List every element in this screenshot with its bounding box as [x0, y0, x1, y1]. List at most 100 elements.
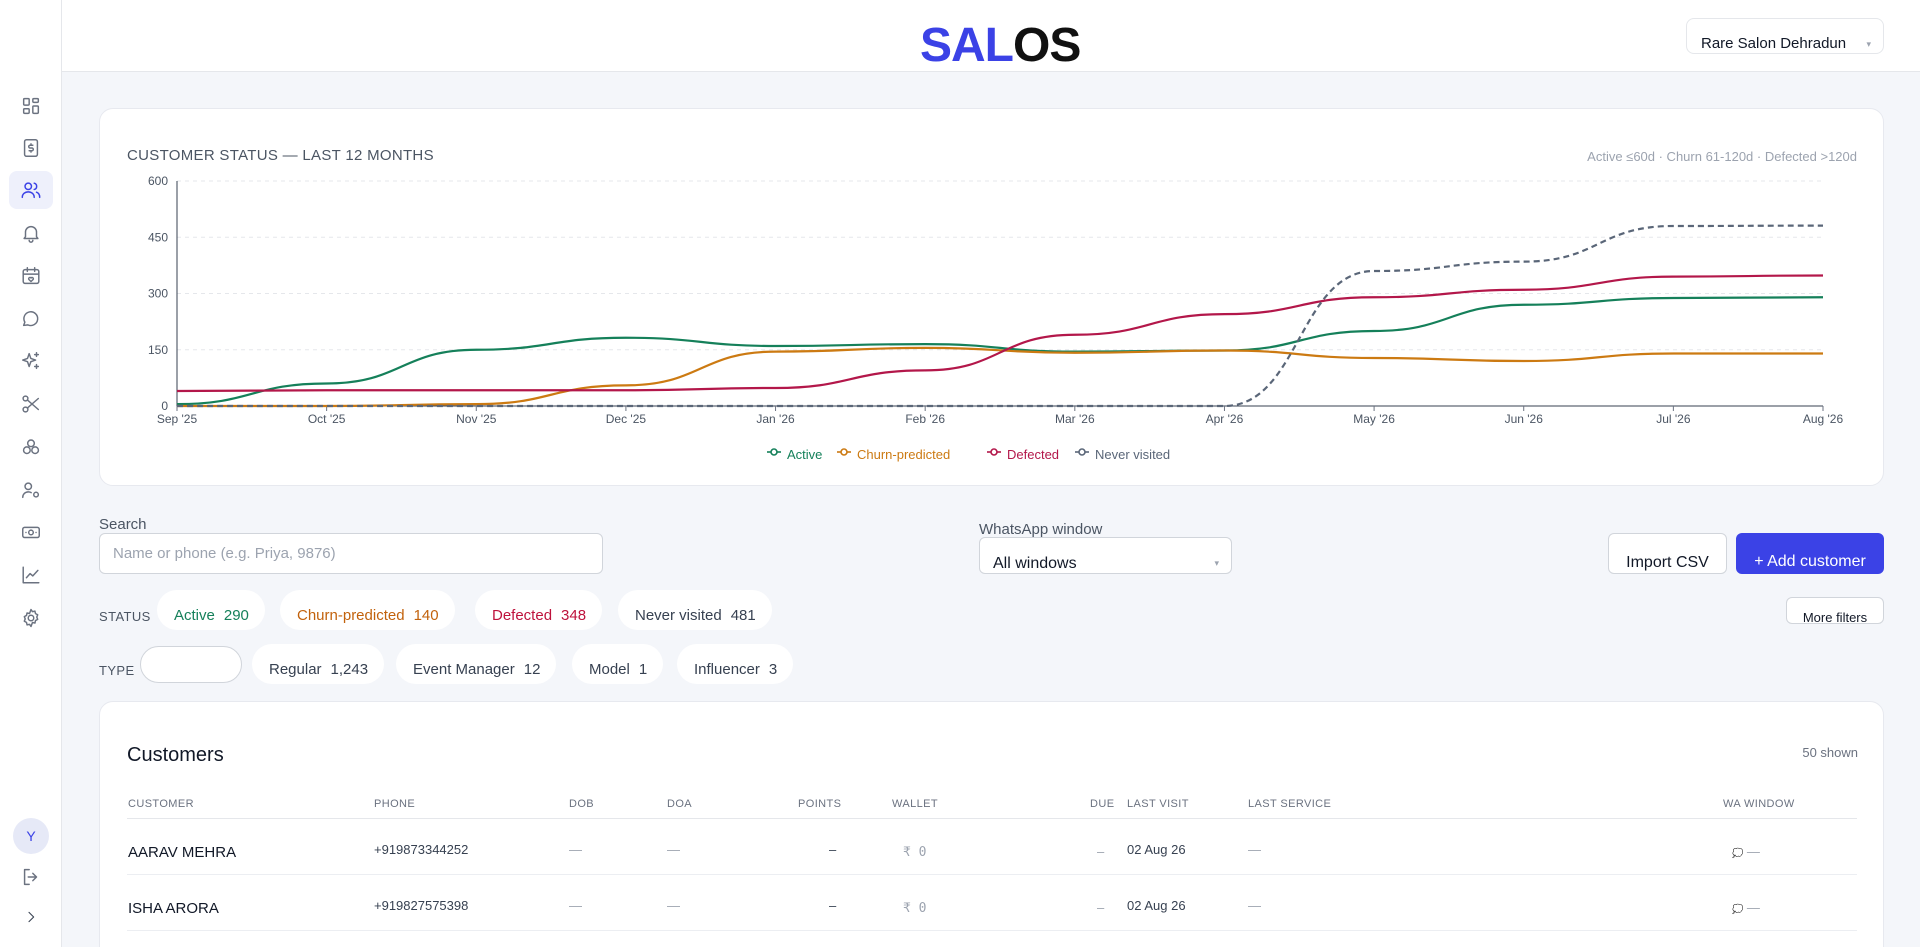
sidebar-item-staff[interactable] [9, 471, 53, 509]
user-avatar[interactable]: Y [13, 818, 49, 854]
import-csv-button[interactable]: Import CSV [1608, 533, 1727, 574]
customer-status-chart-card: CUSTOMER STATUS — LAST 12 MONTHS Active … [99, 108, 1884, 486]
more-filters-button[interactable]: More filters [1786, 597, 1884, 625]
search-input[interactable] [99, 533, 603, 574]
x-tick-label: Jan '26 [756, 412, 795, 426]
boxes-icon [22, 439, 40, 455]
search-label: Search [99, 516, 147, 533]
y-tick-label: 0 [161, 399, 168, 413]
customer-last-service: — [1248, 842, 1261, 857]
series-line-never-visited [177, 224, 1824, 408]
customer-phone: +919827575398 [374, 898, 469, 913]
series-line-active [176, 296, 1824, 406]
grid-icon [22, 97, 40, 115]
chip-label: Event Manager [413, 661, 515, 678]
whatsapp-window-label: WhatsApp window [979, 521, 1103, 538]
sidebar-item-notifications[interactable] [9, 214, 53, 252]
customer-doa: — [667, 842, 680, 857]
column-header-doa[interactable]: DOA [667, 798, 693, 810]
sidebar-item-appointments[interactable] [9, 257, 53, 295]
column-header-customer[interactable]: CUSTOMER [128, 798, 194, 810]
brand-logo: SALOS [920, 19, 1081, 72]
sidebar-item-billing[interactable] [9, 129, 53, 167]
legend-marker-dot [840, 448, 848, 456]
x-tick-label: Sep '25 [157, 412, 198, 426]
legend-label: Active [787, 447, 822, 462]
type-chip-event-manager[interactable]: Event Manager 12 [396, 644, 557, 684]
chip-label: Model [589, 661, 630, 678]
sidebar-item-messages[interactable] [9, 300, 53, 338]
sidebar-item-services[interactable] [9, 385, 53, 423]
customer-last-service: — [1248, 898, 1261, 913]
customer-doa: — [667, 898, 680, 913]
chevron-right-icon [28, 911, 35, 923]
column-header-wa-window[interactable]: WA WINDOW [1723, 798, 1795, 810]
chip-count: 12 [523, 661, 541, 678]
top-header: SALOS Rare Salon Dehradun ▾ [62, 0, 1920, 72]
status-chip-defected[interactable]: Defected 348 [475, 590, 603, 630]
chip-label: Defected [492, 607, 553, 624]
legend-marker-dot [1078, 448, 1086, 456]
sidebar-item-dashboard[interactable] [9, 87, 53, 125]
table-row[interactable]: ISHA ARORA +919827575398 — — – ₹ 0 – 02 … [127, 875, 1857, 931]
user-gear-icon [22, 482, 40, 499]
expand-sidebar-button[interactable] [9, 898, 53, 936]
customer-phone: +919873344252 [374, 842, 469, 857]
cash-icon [22, 526, 40, 539]
customer-due: – [1097, 844, 1105, 859]
column-header-phone[interactable]: PHONE [374, 798, 416, 810]
logout-icon [23, 868, 38, 886]
legend-label: Never visited [1095, 447, 1170, 462]
salon-select[interactable]: Rare Salon Dehradun ▾ [1686, 18, 1884, 54]
customer-dob: — [569, 842, 582, 857]
chip-label: Never visited [635, 607, 722, 624]
customer-name[interactable]: AARAV MEHRA [128, 844, 237, 861]
type-chip-influencer[interactable]: Influencer 3 [677, 644, 794, 684]
y-tick-label: 300 [148, 287, 168, 301]
customers-count: 50 shown [1802, 745, 1858, 760]
type-chip-all[interactable] [140, 646, 242, 683]
sidebar-item-reports[interactable] [9, 556, 53, 594]
table-row[interactable]: AARAV MEHRA +919873344252 — — – ₹ 0 – 02… [127, 819, 1857, 875]
chart-status-legend-note: Active ≤60d · Churn 61-120d · Defected >… [1587, 149, 1857, 164]
customer-wa-window: 💭 — [1732, 844, 1760, 859]
column-header-dob[interactable]: DOB [569, 798, 595, 810]
chip-label: Churn-predicted [297, 607, 405, 624]
whatsapp-window-select[interactable]: All windows ▾ [979, 537, 1232, 574]
sidebar-item-products[interactable] [9, 428, 53, 466]
type-chip-model[interactable]: Model 1 [572, 644, 664, 684]
status-filter-label: STATUS [99, 609, 151, 624]
sidebar-item-campaigns[interactable] [9, 342, 53, 380]
customer-due: – [1097, 900, 1105, 915]
customer-last-visit: 02 Aug 26 [1127, 842, 1186, 857]
scissors-icon [22, 395, 40, 413]
logout-button[interactable] [9, 858, 53, 896]
status-chip-never-visited[interactable]: Never visited 481 [618, 590, 772, 630]
status-chip-churn-predicted[interactable]: Churn-predicted 140 [280, 590, 455, 630]
column-header-wallet[interactable]: WALLET [892, 798, 939, 810]
type-chip-regular[interactable]: Regular 1,243 [252, 644, 385, 684]
chat-icon [22, 311, 39, 327]
salon-select-value: Rare Salon Dehradun [1701, 35, 1847, 52]
x-tick-label: May '26 [1353, 412, 1395, 426]
status-chip-active[interactable]: Active 290 [157, 590, 265, 630]
column-header-due[interactable]: DUE [1090, 798, 1115, 810]
legend-label: Churn-predicted [857, 447, 950, 462]
column-header-points[interactable]: POINTS [798, 798, 842, 810]
column-header-last-visit[interactable]: LAST VISIT [1127, 798, 1189, 810]
column-header-last-service[interactable]: LAST SERVICE [1248, 798, 1332, 810]
chip-count: 140 [413, 607, 439, 624]
invoice-icon [23, 139, 39, 157]
x-tick-label: Apr '26 [1206, 412, 1244, 426]
x-tick-label: Mar '26 [1055, 412, 1095, 426]
x-tick-label: Feb '26 [905, 412, 945, 426]
sidebar-item-payments[interactable] [9, 513, 53, 551]
sidebar-item-customers[interactable] [9, 171, 53, 209]
customer-name[interactable]: ISHA ARORA [128, 900, 219, 917]
chip-count: 290 [223, 607, 249, 624]
sidebar-item-settings[interactable] [9, 599, 53, 637]
table-header-divider [127, 818, 1857, 819]
calendar-heart-icon [22, 267, 40, 285]
add-customer-button[interactable]: + Add customer [1736, 533, 1884, 574]
x-tick-label: Nov '25 [456, 412, 497, 426]
